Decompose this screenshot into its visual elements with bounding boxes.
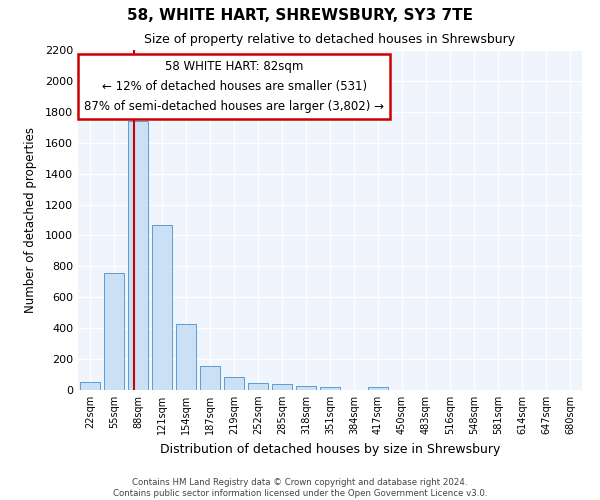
Bar (200, 366, 220, 390)
Bar (152, 224, 172, 390)
Text: Contains HM Land Registry data © Crown copyright and database right 2024.
Contai: Contains HM Land Registry data © Crown c… (113, 478, 487, 498)
Bar (368, 387, 388, 390)
Text: 58 WHITE HART: 82sqm
← 12% of detached houses are smaller (531)
87% of semi-deta: 58 WHITE HART: 82sqm ← 12% of detached h… (84, 60, 384, 113)
Bar (80, 382, 100, 390)
Text: 58, WHITE HART, SHREWSBURY, SY3 7TE: 58, WHITE HART, SHREWSBURY, SY3 7TE (127, 8, 473, 22)
Bar (176, 324, 196, 390)
Bar (296, 386, 316, 390)
Title: Size of property relative to detached houses in Shrewsbury: Size of property relative to detached ho… (145, 33, 515, 46)
Bar (224, 377, 244, 390)
Bar (128, 121, 148, 390)
Y-axis label: Number of detached properties: Number of detached properties (23, 127, 37, 313)
Bar (320, 387, 340, 390)
Bar (272, 384, 292, 390)
X-axis label: Distribution of detached houses by size in Shrewsbury: Distribution of detached houses by size … (160, 442, 500, 456)
Bar (248, 383, 268, 390)
Bar (104, 272, 124, 390)
